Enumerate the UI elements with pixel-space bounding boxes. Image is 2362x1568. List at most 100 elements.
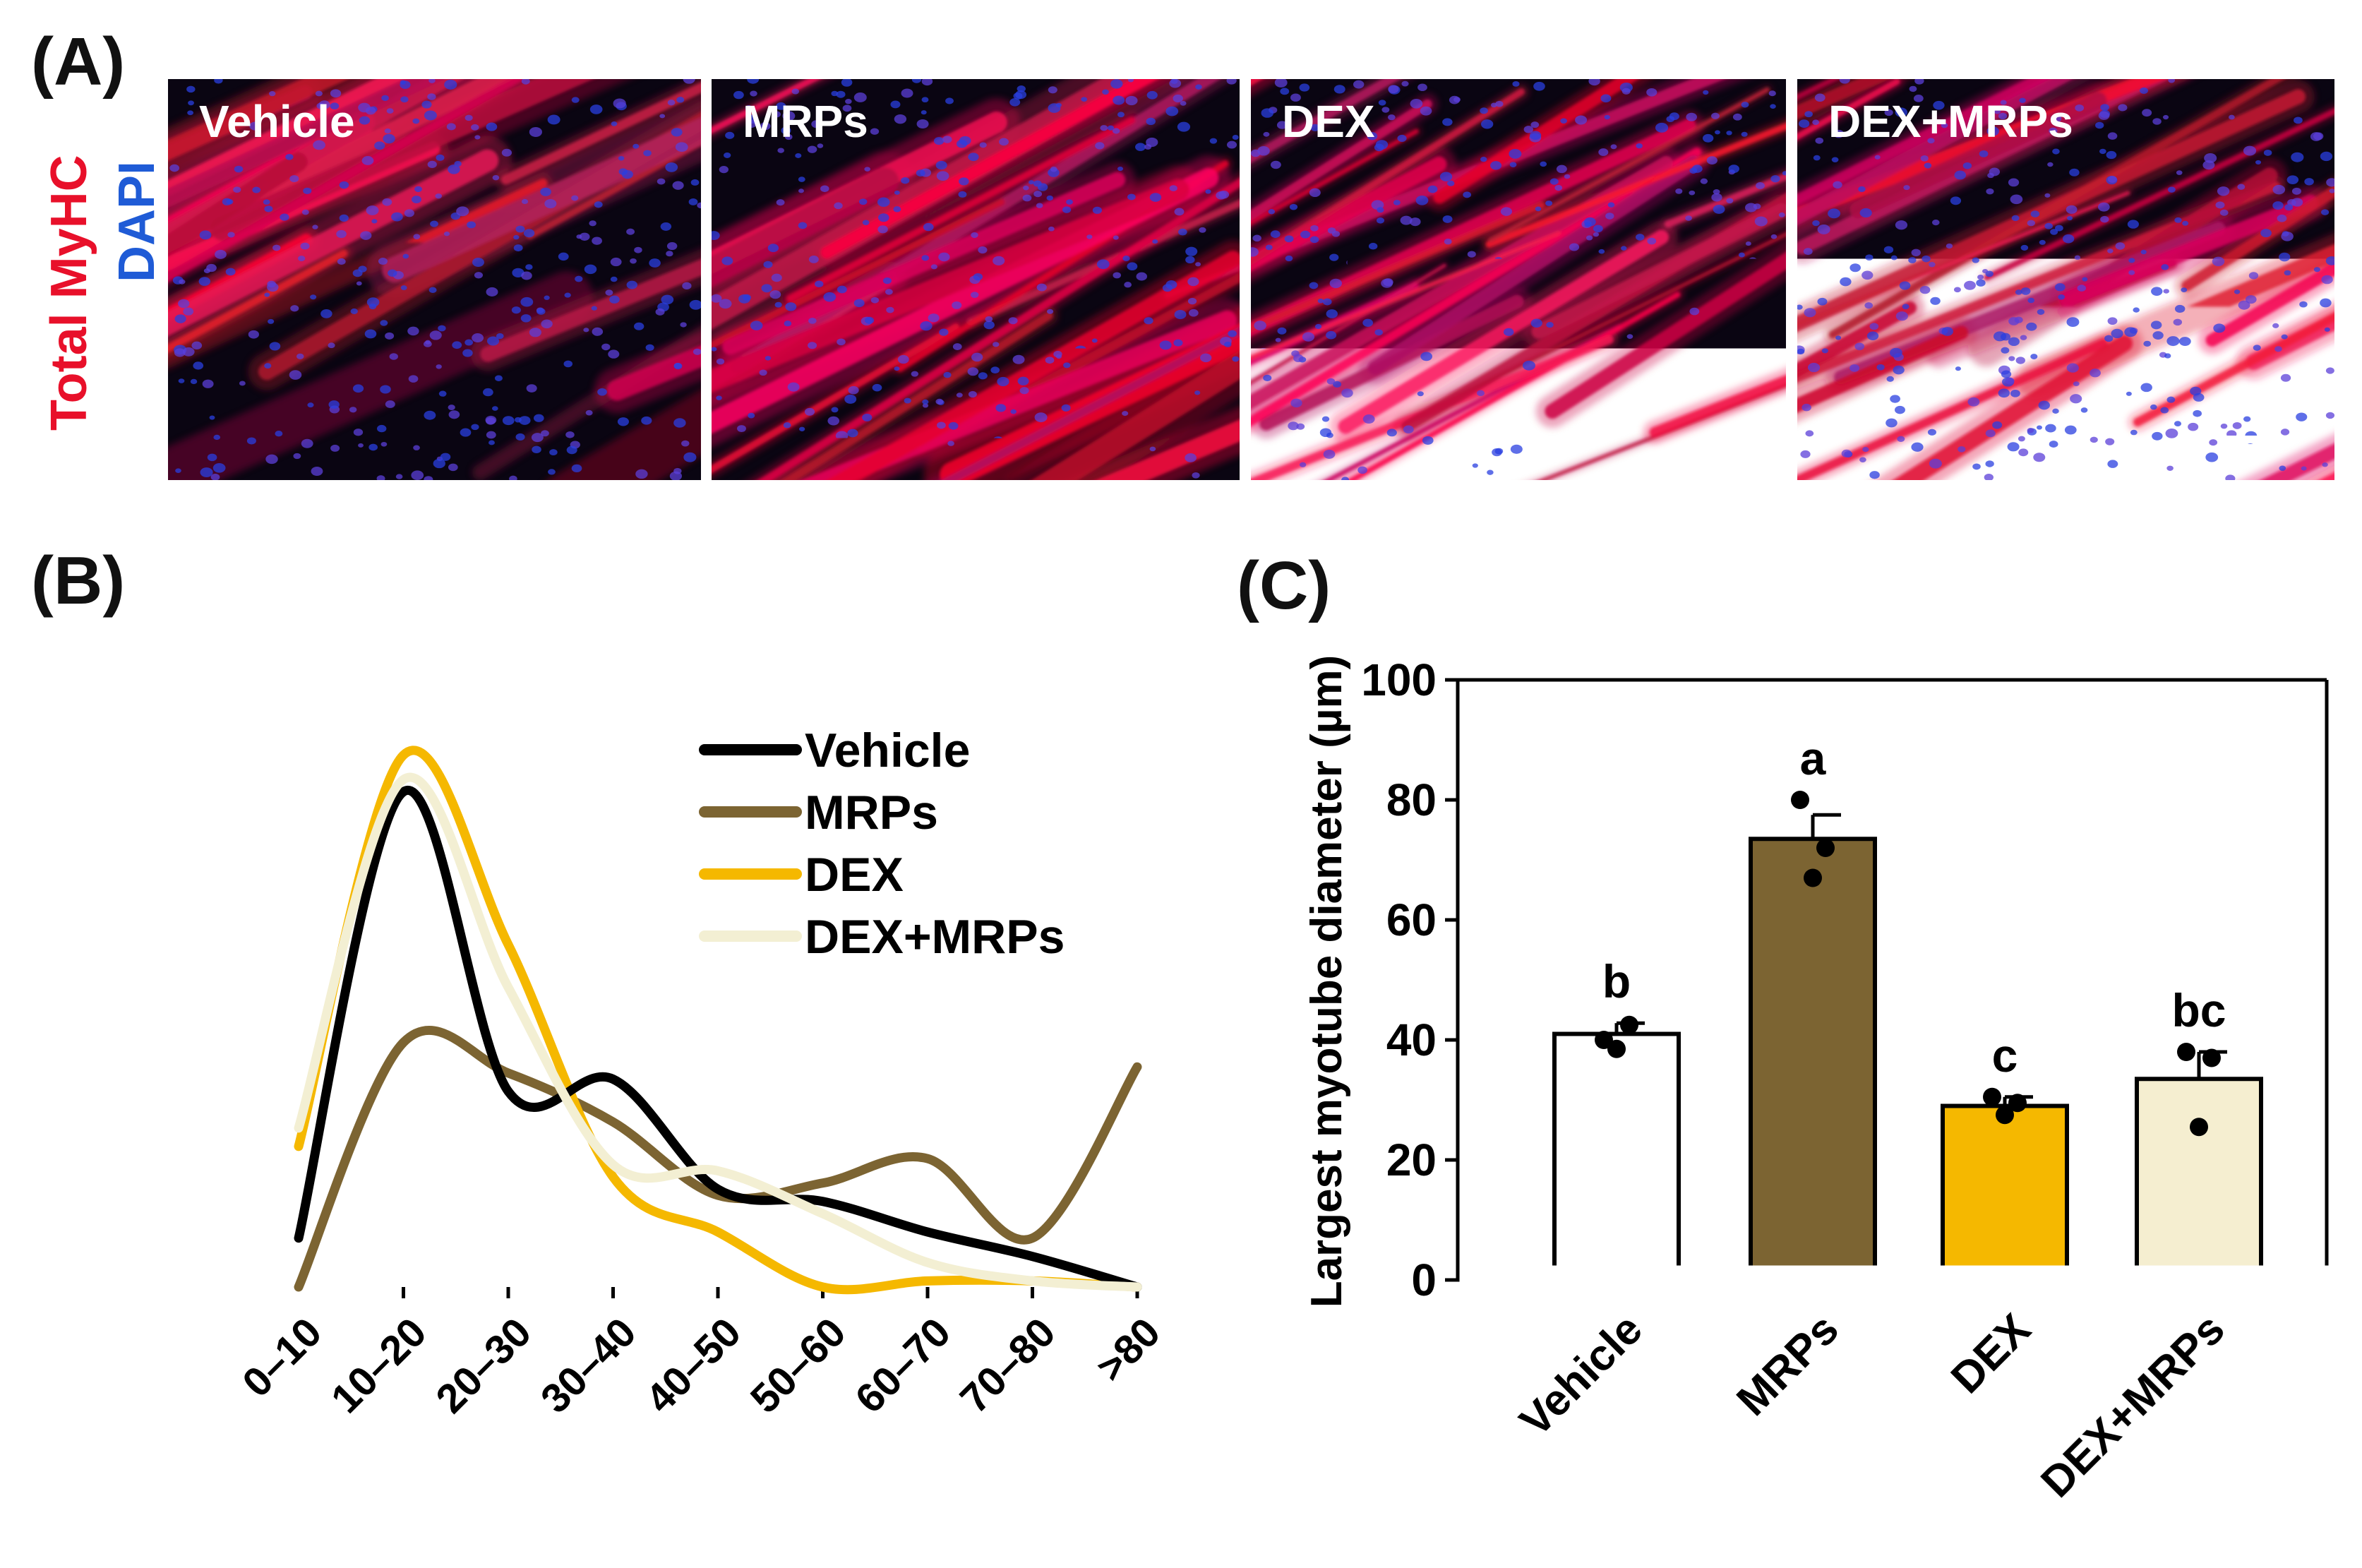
nucleus [387, 108, 394, 114]
nucleus [1840, 76, 1850, 84]
nucleus [1818, 225, 1830, 234]
nucleus [1128, 78, 1134, 82]
nucleus [1309, 188, 1321, 197]
nucleus [1285, 235, 1294, 242]
nucleus [999, 138, 1009, 146]
nucleus [385, 333, 394, 340]
nucleus [572, 465, 582, 472]
nucleus [1530, 131, 1541, 140]
nucleus [1580, 383, 1591, 392]
nucleus [462, 349, 473, 357]
nucleus [1611, 144, 1617, 149]
nucleus [1954, 287, 1961, 293]
nucleus [1541, 274, 1550, 281]
nucleus [1854, 342, 1864, 350]
nucleus [841, 448, 850, 455]
nucleus [827, 417, 839, 426]
nucleus [1077, 406, 1086, 413]
y-tick-label: 100 [1361, 654, 1437, 705]
micrograph-label: DEX [1282, 96, 1375, 147]
nucleus [396, 474, 403, 479]
nucleus [1276, 338, 1281, 342]
nucleus [1624, 472, 1636, 480]
nucleus [227, 232, 234, 237]
nucleus [738, 294, 750, 304]
nucleus [904, 398, 911, 404]
nucleus [272, 245, 280, 251]
nucleus [380, 385, 391, 393]
nucleus [971, 353, 983, 362]
nucleus [798, 176, 805, 182]
nucleus [183, 308, 193, 316]
nucleus [307, 402, 313, 407]
nucleus [997, 377, 1009, 386]
nucleus [863, 220, 870, 225]
nucleus [920, 321, 932, 330]
legend-label: DEX [805, 848, 904, 902]
nucleus [1056, 354, 1062, 359]
nucleus [436, 364, 441, 369]
nucleus [289, 175, 299, 182]
nucleus [265, 455, 277, 464]
nucleus [716, 395, 721, 400]
nucleus [303, 188, 311, 194]
nucleus [777, 199, 785, 205]
nucleus [1170, 185, 1177, 191]
nucleus [1586, 235, 1593, 240]
nucleus [1729, 164, 1739, 173]
nucleus [1706, 321, 1713, 325]
nucleus [1189, 309, 1199, 317]
nucleus [1332, 231, 1340, 237]
nucleus [649, 258, 661, 268]
nucleus [1144, 317, 1153, 324]
significance-letter: a [1800, 732, 1827, 784]
nucleus [1047, 196, 1053, 201]
nucleus [1150, 193, 1161, 202]
nucleus [1247, 247, 1259, 256]
nucleus [1799, 119, 1809, 128]
nucleus [1887, 376, 1894, 382]
nucleus [1739, 253, 1745, 258]
nucleus [1779, 213, 1785, 217]
nucleus [1998, 388, 2010, 397]
nucleus [1950, 196, 1961, 205]
nucleus [1131, 442, 1138, 448]
nucleus [1127, 263, 1137, 270]
nucleus [1227, 77, 1237, 85]
nucleus [320, 309, 332, 318]
nucleus [711, 294, 722, 303]
nucleus [1185, 256, 1194, 263]
nucleus [1072, 352, 1084, 361]
nucleus [622, 170, 633, 179]
nucleus [2081, 407, 2088, 412]
data-point [1816, 839, 1835, 857]
nucleus [1726, 131, 1732, 135]
nucleus [2234, 289, 2240, 294]
figure: (A) Total MyHC DAPI Vehicle MRPs DEX DEX+MR… [0, 0, 2362, 1568]
nucleus [627, 281, 637, 289]
nucleus [1205, 189, 1211, 193]
nucleus [2142, 109, 2152, 116]
nucleus [1800, 450, 1810, 458]
x-tick-label: DEX+MRPs [2032, 1305, 2234, 1507]
nucleus [349, 407, 357, 412]
nucleus [2067, 364, 2079, 373]
nucleus [213, 463, 226, 473]
x-tick-label: 40–50 [637, 1309, 750, 1422]
nucleus [2124, 327, 2137, 337]
nucleus [2209, 439, 2217, 445]
nucleus [1381, 107, 1389, 112]
nucleus [390, 353, 398, 359]
nucleus [1432, 469, 1441, 477]
nucleus [2021, 245, 2029, 251]
nucleus [646, 345, 654, 351]
nucleus [592, 328, 603, 336]
nucleus [1224, 342, 1231, 347]
nucleus [413, 445, 420, 450]
nucleus [536, 308, 545, 315]
nucleus [1037, 284, 1047, 292]
nucleus [2277, 215, 2287, 222]
nucleus [1972, 463, 1981, 469]
nucleus [1715, 130, 1720, 134]
nucleus [199, 277, 210, 286]
